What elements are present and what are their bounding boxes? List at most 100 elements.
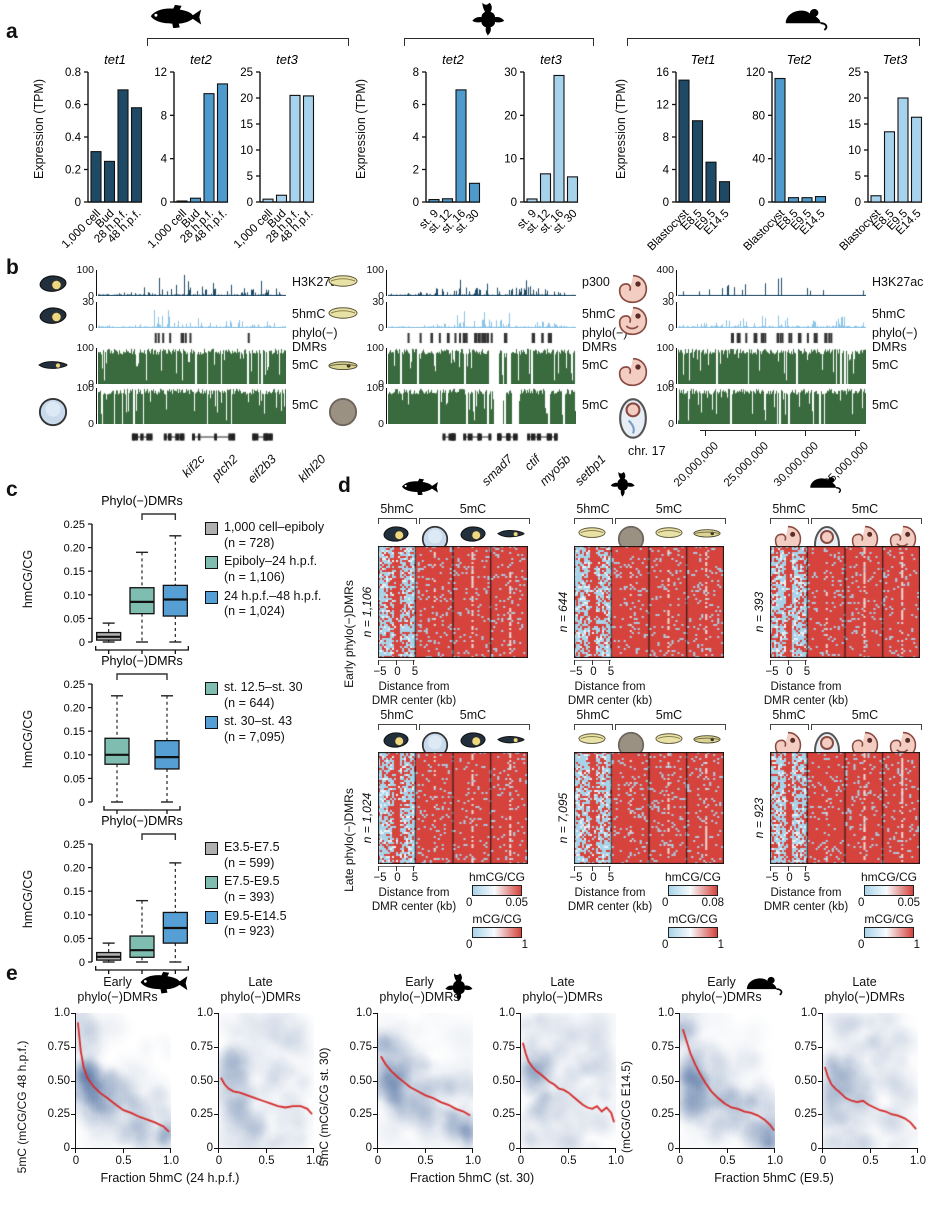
panel-e-title: Late phylo(−)DMRs	[522, 975, 603, 1004]
svg-text:Phylo(−)DMRs: Phylo(−)DMRs	[101, 654, 183, 668]
e-ytick-label: 0.75	[190, 1040, 213, 1053]
bracket-5hmc	[378, 724, 417, 730]
mouse-fetus-icon	[618, 397, 648, 439]
track-label: 5mC	[292, 398, 319, 412]
track-5mC-mouse	[678, 388, 866, 424]
svg-text:Phylo(−)DMRs: Phylo(−)DMRs	[101, 814, 183, 828]
track-scale: 100 0	[76, 264, 94, 302]
heatmap-xtick	[805, 660, 808, 665]
legend-text: E9.5-E14.5 (n = 923)	[224, 908, 287, 939]
track-scale: 400 0	[656, 264, 674, 302]
svg-text:2: 2	[413, 165, 419, 177]
e-ytick	[71, 1148, 75, 1151]
track-icon	[328, 274, 362, 294]
heatmap-n-label: n = 7,095	[556, 792, 570, 844]
svg-text:0: 0	[759, 197, 765, 209]
track-axis	[386, 302, 389, 328]
mouse-fetus-icon	[813, 731, 841, 770]
gene-label-setbp1: setbp1	[571, 452, 609, 489]
svg-text:30: 30	[504, 67, 517, 79]
panel-label-b: b	[6, 256, 19, 279]
zf-embryo-icon	[459, 731, 487, 748]
panel-label-e: e	[6, 962, 18, 985]
egg-gray-icon	[328, 397, 358, 427]
track-label-dmr: phylo(−) DMRs	[292, 326, 338, 354]
heatmap-xtick	[609, 660, 612, 665]
track-label: 5mC	[582, 358, 609, 372]
track-scale: 100 0	[76, 342, 94, 390]
e-ytick-label: 0.25	[651, 1108, 674, 1121]
e-xtick-label: 0.5	[258, 1155, 275, 1167]
svg-text:tet3: tet3	[540, 52, 562, 67]
panel-e-title: Early phylo(−)DMRs	[77, 975, 158, 1004]
frog-embryo-icon	[655, 525, 683, 541]
svg-text:Phylo(−)DMRs: Phylo(−)DMRs	[101, 494, 183, 508]
track-icon	[38, 274, 72, 294]
track-canvas	[98, 270, 286, 296]
mouse-embryo-icon	[851, 525, 879, 553]
track-scale: 100 0	[76, 382, 94, 430]
svg-text:1,000 cell: 1,000 cell	[60, 208, 103, 251]
heatmap-col-icon	[813, 731, 843, 770]
track-icon	[328, 306, 362, 326]
heatmap-xtick	[591, 660, 595, 665]
svg-text:tet2: tet2	[190, 52, 212, 67]
heatmap-xaxis	[574, 660, 611, 663]
track-5mC-frog	[388, 348, 576, 384]
svg-text:20: 20	[240, 93, 253, 105]
bar-chart-mouse-Tet1: Tet1 0 4 8 12 16 Blastocyst E8.5 E9.5 E14.5	[640, 48, 732, 260]
heatmap-header-5mc: 5mC	[851, 708, 879, 722]
dmr-track-frog	[388, 332, 576, 344]
svg-text:0: 0	[75, 197, 81, 209]
e-ytick	[373, 1046, 377, 1050]
frog-larva-icon	[693, 525, 721, 541]
heatmap-xtick	[395, 660, 399, 665]
heatmap-n-label: n = 1,024	[360, 792, 374, 844]
frog-embryo-icon	[655, 731, 683, 747]
heatmap-xtick-label: −5	[373, 872, 387, 884]
zf-larva-icon	[497, 731, 525, 747]
chrom-label: chr. 17	[628, 444, 666, 458]
egg-gray-icon	[617, 731, 645, 759]
heatmap-1-0	[378, 752, 528, 864]
track-icon	[38, 306, 72, 326]
frog-icon	[466, 0, 506, 36]
e-ytick	[675, 1148, 679, 1151]
e-ytick	[214, 1080, 218, 1084]
e-ytick-label: 1.0	[801, 1007, 817, 1019]
egg-blue-icon	[421, 731, 449, 759]
boxplot-legend-1: st. 12.5–st. 30 (n = 644) st. 30–st. 43 (n …	[205, 680, 355, 810]
heatmap-header-5hmc: 5hmC	[576, 502, 610, 516]
e-xtick	[869, 1149, 873, 1153]
e-ytick	[71, 1046, 75, 1050]
heatmap-canvas	[574, 752, 724, 864]
track-label: 5hmC	[872, 307, 906, 321]
track-label: 5mC	[292, 358, 319, 372]
track-5mC-zebrafish	[98, 348, 286, 384]
track-canvas	[388, 388, 576, 424]
svg-text:6: 6	[413, 100, 419, 112]
e-xtick-label: 0	[676, 1155, 684, 1167]
track-label-dmr: phylo(−) DMRs	[872, 326, 918, 354]
frog-icon	[440, 971, 474, 1002]
colorbar-hm-ticks: 0 0.05	[858, 897, 920, 909]
panel-c-ylabel: hmCG/CG	[21, 709, 35, 769]
e-ytick-label: 0.75	[349, 1040, 372, 1053]
e-ytick	[373, 1148, 377, 1151]
density-canvas	[76, 1013, 171, 1148]
heatmap-xaxis	[378, 866, 415, 869]
zf-embryo-icon	[382, 731, 410, 748]
svg-text:0.4: 0.4	[65, 132, 82, 144]
zebrafish-icon	[138, 971, 190, 995]
density-canvas	[680, 1013, 775, 1148]
track-axis	[96, 302, 99, 328]
track-label: p300	[582, 275, 610, 289]
svg-text:12: 12	[656, 100, 669, 112]
bracket-5mc	[615, 518, 726, 524]
e-xtick-label: 1.0	[306, 1155, 322, 1167]
panel-label-d: d	[338, 474, 351, 497]
track-5hmC-zebrafish	[98, 302, 286, 328]
svg-text:16: 16	[656, 67, 669, 79]
